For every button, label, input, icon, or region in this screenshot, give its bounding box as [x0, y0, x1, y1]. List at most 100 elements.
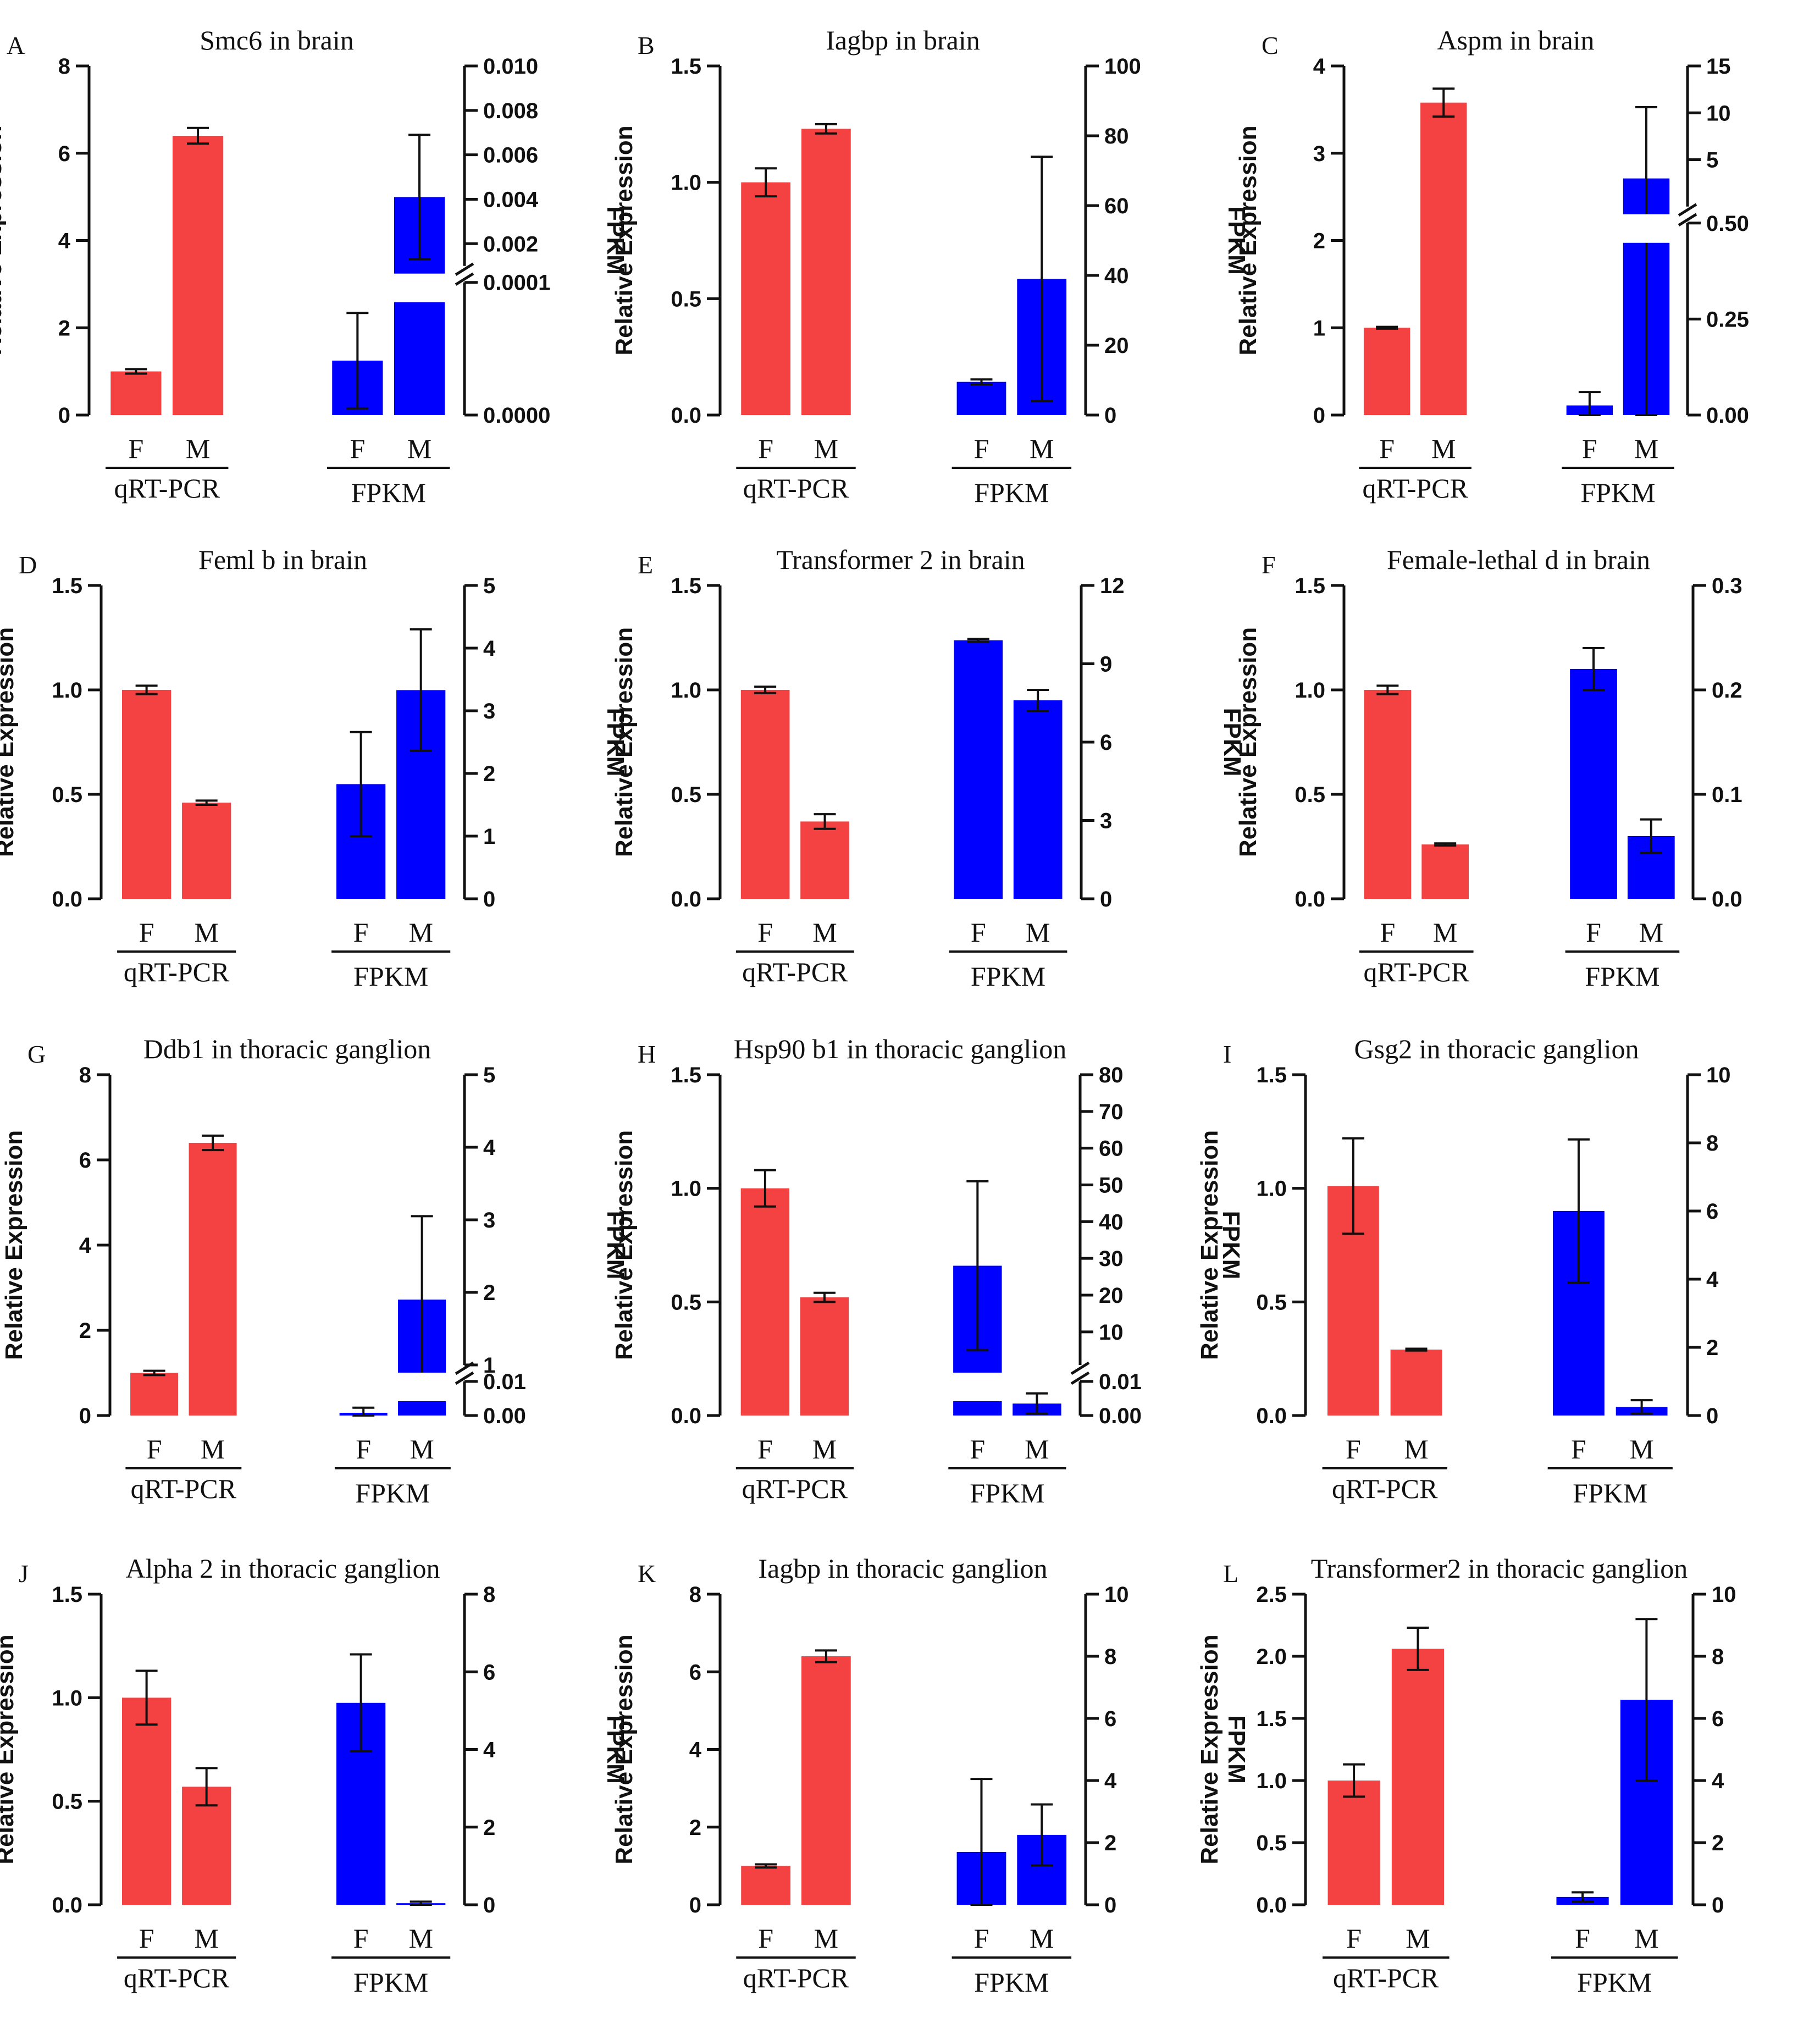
right-tick-label: 0	[483, 1893, 495, 1917]
right-tick-label: 80	[1099, 1063, 1124, 1087]
category-label: F	[139, 917, 154, 948]
category-label: M	[201, 1434, 225, 1464]
group-label: qRT-PCR	[1332, 1473, 1438, 1504]
qrt-bar-m	[801, 1656, 851, 1905]
panel-letter: K	[638, 1560, 656, 1588]
right-tick-label: 4	[483, 1738, 496, 1762]
panel-h: H Hsp90 b1 in thoracic ganglion 0.0 0.5 1.0 1…	[611, 1033, 1244, 1508]
right-tick-label: 0.006	[483, 143, 538, 168]
panel-letter: F	[1262, 551, 1276, 579]
right-tick-label: 40	[1104, 264, 1129, 288]
right-tick-label: 2	[1712, 1831, 1724, 1855]
panel-c: C Aspm in brain 0 1 2 3 4 Relative Expression 0.…	[1235, 25, 1749, 508]
category-label: F	[353, 1923, 369, 1954]
right-tick-label: 20	[1099, 1284, 1124, 1308]
left-tick-label: 2	[58, 316, 70, 340]
right-tick-label: 6	[483, 1660, 495, 1684]
panel-letter: H	[638, 1040, 656, 1068]
qrt-bar-m	[801, 129, 851, 416]
qrt-bar-f	[740, 1188, 790, 1416]
qrt-bar-f	[1363, 328, 1410, 415]
right-tick-label: 8	[1712, 1645, 1724, 1669]
chart-title: Gsg2 in thoracic ganglion	[1354, 1033, 1639, 1064]
panel-letter: D	[19, 551, 37, 579]
panel-e: E Transformer 2 in brain 0.0 0.5 1.0 1.5 Relat…	[611, 544, 1246, 992]
left-tick-label: 1.5	[671, 1063, 701, 1087]
category-label: F	[353, 917, 369, 948]
category-label: M	[1634, 1923, 1658, 1954]
right-axis-label: FPKM	[602, 206, 629, 275]
category-label: M	[1639, 917, 1663, 948]
left-tick-label: 0	[1313, 403, 1325, 428]
axis-break-mark	[455, 272, 474, 286]
panel-letter: G	[27, 1040, 46, 1068]
qrt-bar-m	[1420, 102, 1467, 416]
left-tick-label: 1.0	[671, 1177, 701, 1201]
panel-j: J Alpha 2 in thoracic ganglion 0.0 0.5 1.0 1.…	[0, 1553, 629, 1998]
right-tick-label: 80	[1104, 124, 1129, 148]
left-tick-label: 1.5	[1256, 1063, 1287, 1087]
category-label: M	[1026, 917, 1050, 948]
right-tick-label: 0.00	[1706, 403, 1749, 428]
left-axis-label: Relative Expression	[611, 125, 638, 355]
right-tick-label: 8	[1104, 1645, 1116, 1669]
category-label: F	[1575, 1923, 1590, 1954]
category-label: M	[194, 1923, 218, 1954]
right-tick-label: 60	[1104, 194, 1129, 218]
group-label: qRT-PCR	[743, 1962, 849, 1993]
group-label: FPKM	[971, 961, 1045, 992]
panel-d: D Feml b in brain 0.0 0.5 1.0 1.5 Relative Exp…	[0, 544, 629, 992]
left-tick-label: 8	[689, 1583, 701, 1607]
panel-a: A Smc6 in brain 0 2 4 6 8 Relative Expression 0.…	[0, 25, 629, 508]
category-label: M	[408, 1923, 433, 1954]
category-label: F	[1379, 433, 1395, 464]
right-axis-label: FPKM	[1223, 1715, 1250, 1784]
chart-title: Iagbp in brain	[826, 25, 980, 56]
right-tick-label: 2	[483, 1281, 495, 1305]
left-tick-label: 2	[79, 1319, 91, 1343]
left-tick-label: 6	[79, 1148, 91, 1173]
right-tick-label: 4	[1706, 1268, 1719, 1292]
chart-title: Alpha 2 in thoracic ganglion	[125, 1553, 440, 1584]
qrt-bar-f	[740, 690, 790, 899]
axis-break-mark	[1678, 203, 1697, 217]
left-tick-label: 0.5	[1256, 1831, 1287, 1855]
left-tick-label: 1.5	[671, 574, 701, 598]
right-tick-label: 20	[1104, 334, 1129, 358]
right-axis-label: FPKM	[602, 708, 629, 777]
category-label: M	[1404, 1434, 1428, 1464]
group-label: FPKM	[974, 477, 1049, 508]
right-tick-label: 0.008	[483, 99, 538, 123]
left-tick-label: 0.0	[52, 1893, 82, 1917]
group-label: qRT-PCR	[131, 1473, 237, 1504]
right-tick-label: 1	[483, 825, 495, 849]
category-label: F	[1571, 1434, 1586, 1464]
left-tick-label: 2.0	[1256, 1645, 1287, 1669]
right-tick-label: 1	[483, 1353, 495, 1378]
category-label: F	[1586, 917, 1601, 948]
category-label: F	[128, 433, 143, 464]
group-label: qRT-PCR	[1333, 1962, 1439, 1993]
fpkm-bar-m	[1013, 700, 1063, 899]
category-label: M	[1431, 433, 1456, 464]
panel-letter: L	[1223, 1560, 1238, 1588]
left-tick-label: 2	[689, 1816, 701, 1840]
category-label: F	[1380, 917, 1395, 948]
left-tick-label: 0.0	[52, 887, 82, 911]
right-tick-label: 100	[1104, 54, 1141, 79]
panel-letter: C	[1262, 31, 1279, 59]
qrt-bar-m	[800, 1297, 849, 1416]
left-tick-label: 1.5	[1295, 574, 1325, 598]
qrt-bar-f	[741, 1866, 791, 1905]
left-tick-label: 0.5	[52, 1790, 82, 1814]
fpkm-bar-f	[1570, 669, 1617, 899]
right-tick-label: 4	[483, 637, 496, 661]
axis-break-mark	[455, 1371, 474, 1385]
chart-title: Aspm in brain	[1437, 25, 1594, 56]
group-label: qRT-PCR	[743, 473, 849, 504]
left-tick-label: 1.0	[1295, 678, 1325, 703]
category-label: F	[757, 1434, 773, 1464]
chart-title: Iagbp in thoracic ganglion	[758, 1553, 1047, 1584]
qrt-bar-m	[800, 821, 849, 899]
